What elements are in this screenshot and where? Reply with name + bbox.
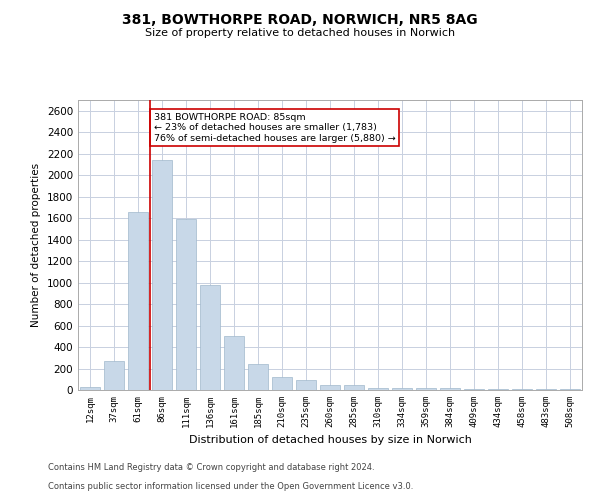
Bar: [320, 384, 340, 390]
Text: Contains HM Land Registry data © Crown copyright and database right 2024.: Contains HM Land Registry data © Crown c…: [48, 464, 374, 472]
Bar: [272, 377, 292, 390]
Y-axis label: Number of detached properties: Number of detached properties: [31, 163, 41, 327]
Bar: [296, 380, 316, 390]
Bar: [440, 388, 460, 390]
Bar: [80, 388, 100, 390]
Bar: [176, 219, 196, 390]
Bar: [392, 388, 412, 390]
Bar: [200, 286, 220, 390]
Bar: [152, 160, 172, 390]
Text: Contains public sector information licensed under the Open Government Licence v3: Contains public sector information licen…: [48, 482, 413, 491]
Bar: [128, 212, 148, 390]
Text: 381, BOWTHORPE ROAD, NORWICH, NR5 8AG: 381, BOWTHORPE ROAD, NORWICH, NR5 8AG: [122, 12, 478, 26]
X-axis label: Distribution of detached houses by size in Norwich: Distribution of detached houses by size …: [188, 436, 472, 446]
Bar: [560, 389, 580, 390]
Bar: [248, 364, 268, 390]
Bar: [416, 388, 436, 390]
Bar: [368, 388, 388, 390]
Bar: [224, 336, 244, 390]
Text: Size of property relative to detached houses in Norwich: Size of property relative to detached ho…: [145, 28, 455, 38]
Bar: [104, 361, 124, 390]
Bar: [344, 384, 364, 390]
Bar: [488, 389, 508, 390]
Text: 381 BOWTHORPE ROAD: 85sqm
← 23% of detached houses are smaller (1,783)
76% of se: 381 BOWTHORPE ROAD: 85sqm ← 23% of detac…: [154, 113, 395, 142]
